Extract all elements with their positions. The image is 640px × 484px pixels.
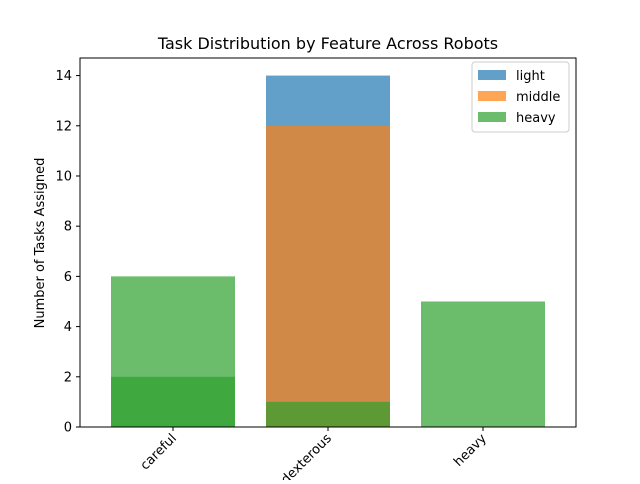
legend-swatch-heavy	[478, 112, 506, 122]
y-tick-label: 0	[64, 421, 72, 436]
bar-heavy-careful	[111, 276, 235, 427]
y-tick-label: 10	[55, 169, 72, 184]
y-tick-label: 2	[64, 370, 72, 385]
x-axis-ticks: careful dexterous heavy	[138, 427, 490, 484]
legend-swatch-light	[478, 70, 506, 80]
bars-layer	[111, 75, 545, 428]
legend-swatch-middle	[478, 91, 506, 101]
chart-title: Task Distribution by Feature Across Robo…	[157, 34, 498, 53]
x-tick-label-dexterous: dexterous	[278, 431, 335, 480]
y-tick-label: 8	[64, 220, 72, 235]
y-tick-label: 6	[64, 270, 72, 285]
legend-label-light: light	[516, 69, 545, 84]
bar-middle-dexterous	[266, 125, 390, 427]
y-tick-label: 12	[55, 119, 72, 134]
bar-heavy-heavy	[421, 301, 545, 427]
y-axis-title: Number of Tasks Assigned	[33, 158, 48, 329]
x-tick-label-careful: careful	[138, 431, 180, 473]
legend-label-middle: middle	[516, 90, 560, 105]
x-tick-label-heavy: heavy	[451, 431, 490, 470]
legend-label-heavy: heavy	[516, 111, 556, 126]
y-tick-label: 14	[55, 69, 72, 84]
legend: light middle heavy	[471, 61, 570, 133]
y-tick-label: 4	[64, 320, 72, 335]
bar-heavy-dexterous	[266, 401, 390, 427]
y-axis-ticks: 0 2 4 6 8 10 12 14	[55, 69, 80, 436]
